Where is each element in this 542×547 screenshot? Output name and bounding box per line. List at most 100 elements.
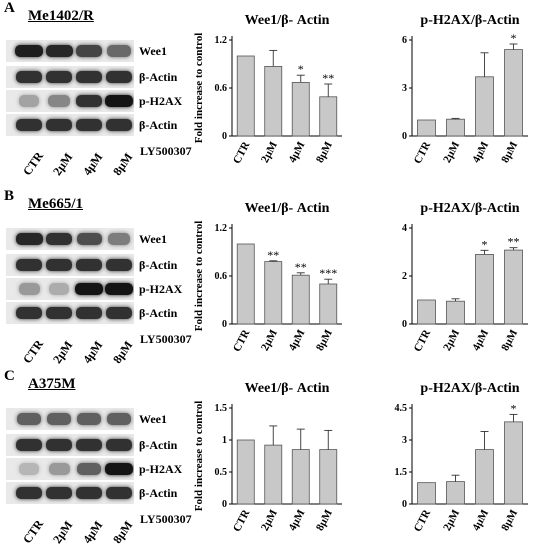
blot-band [75, 439, 103, 451]
blot-band [107, 233, 131, 245]
blot-band [15, 487, 43, 499]
blot-band [15, 45, 43, 57]
y-tick-label: 2 [402, 271, 407, 282]
x-tick-label: 4μM [286, 507, 307, 533]
significance-mark: ** [267, 248, 279, 262]
blot-band [19, 463, 39, 475]
bar [264, 261, 283, 325]
x-tick-label: 2μM [259, 507, 280, 533]
x-tick-label: CTR [231, 507, 253, 534]
panel-a: A Me1402/R Wee1 β-Actin p-H2AX β-Actin CTR 2μM 4… [0, 0, 542, 179]
blot-band [75, 95, 103, 107]
bar [291, 274, 310, 325]
y-tick-label: 0 [222, 319, 227, 330]
bar-chart-a-2: p-H2AX/β-Actin 0 3 6 CTR 2μM 4μM * 8μM [402, 13, 528, 166]
significance-mark: ** [322, 71, 334, 85]
blot-row-label: β-Actin [139, 486, 178, 500]
x-tick-label: 2μM [441, 139, 462, 165]
y-axis-label: Fold increase to control [193, 401, 205, 512]
y-tick-label: 3 [402, 435, 407, 446]
x-tick-label: 4μM [470, 507, 491, 533]
chart-title: p-H2AX/β-Actin [420, 13, 519, 28]
blot-band [75, 307, 103, 319]
western-blot-strip [6, 408, 134, 430]
blot-row-label: β-Actin [139, 258, 178, 272]
panel-b: B Me665/1 Wee1 β-Actin p-H2AX β-Actin CTR 2μM 4μ… [0, 188, 542, 367]
panel-label: B [4, 188, 15, 204]
y-tick-label: 6 [402, 35, 407, 46]
significance-mark: * [511, 401, 517, 415]
bar [446, 481, 465, 505]
cell-line-label: Me1402/R [28, 8, 94, 24]
lane-label: 2μM [50, 518, 76, 547]
western-blot-strip [6, 458, 134, 480]
blot-band [77, 463, 101, 475]
x-tick-label: CTR [412, 507, 434, 534]
x-tick-label: CTR [231, 327, 253, 354]
western-blot-strip [6, 40, 134, 62]
y-tick-label: 1.5 [215, 403, 228, 414]
bar [417, 482, 436, 505]
y-tick-label: 4.5 [395, 403, 408, 414]
y-tick-label: 0 [402, 131, 407, 142]
blot-band [45, 439, 73, 451]
blot-band [45, 119, 73, 131]
lane-label: 8μM [110, 518, 136, 547]
blot-band [75, 259, 103, 271]
bar [446, 118, 465, 137]
chart-title: p-H2AX/β-Actin [420, 201, 519, 216]
x-tick-label: 4μM [286, 327, 307, 353]
blot-row-label: Wee1 [139, 412, 167, 426]
lane-label: CTR [20, 149, 47, 179]
blot-band [105, 307, 133, 319]
x-tick-label: 4μM [470, 139, 491, 165]
blot-band [47, 413, 71, 425]
blot-band [17, 413, 41, 425]
y-tick-label: 0.6 [215, 271, 228, 282]
blot-row-label: p-H2AX [139, 462, 183, 476]
blot-band [15, 307, 43, 319]
x-tick-label: CTR [412, 139, 434, 166]
blot-band [45, 45, 73, 57]
bar [264, 444, 283, 505]
x-tick-label: 2μM [441, 507, 462, 533]
x-tick-label: 8μM [314, 507, 335, 533]
y-tick-label: 1.5 [395, 467, 408, 478]
y-tick-label: 0 [402, 499, 407, 510]
blot-row-label: β-Actin [139, 438, 178, 452]
blot-row-label: β-Actin [139, 118, 178, 132]
blot-band [77, 413, 101, 425]
blot-band [15, 71, 43, 83]
y-tick-label: 0 [402, 319, 407, 330]
bar [417, 119, 436, 137]
blot-band [105, 439, 133, 451]
blot-band [45, 487, 73, 499]
drug-label: LY500307 [140, 144, 192, 158]
chart-title: Wee1/β- Actin [245, 201, 330, 216]
bar [475, 449, 494, 505]
western-blot-strip [6, 434, 134, 456]
western-blot-strip [6, 482, 134, 504]
western-blot-strip [6, 254, 134, 276]
blot-band [75, 71, 103, 83]
lane-label: 4μM [80, 150, 106, 179]
lane-label: CTR [20, 517, 47, 547]
bar [475, 76, 494, 137]
bar [319, 283, 338, 325]
blot-band [105, 463, 133, 475]
bar-chart-c-2: p-H2AX/β-Actin 0 1.5 3 4.5 CTR 2μM 4μM * 8μM [395, 381, 528, 534]
lane-label: 8μM [110, 338, 136, 367]
y-tick-label: 0.6 [215, 83, 228, 94]
blot-band [49, 283, 69, 295]
panel-label: C [4, 368, 15, 384]
blot-band [105, 283, 133, 295]
bar [475, 254, 494, 325]
bar-chart-a-1: Wee1/β- Actin Fold increase to control 0 0.… [193, 13, 342, 166]
western-blot-strip [6, 278, 134, 300]
x-tick-label: 8μM [314, 139, 335, 165]
chart-title: Wee1/β- Actin [245, 13, 330, 28]
significance-mark: * [482, 237, 488, 251]
blot-band [15, 439, 43, 451]
chart-title: p-H2AX/β-Actin [420, 381, 519, 396]
blot-row-label: β-Actin [139, 306, 178, 320]
